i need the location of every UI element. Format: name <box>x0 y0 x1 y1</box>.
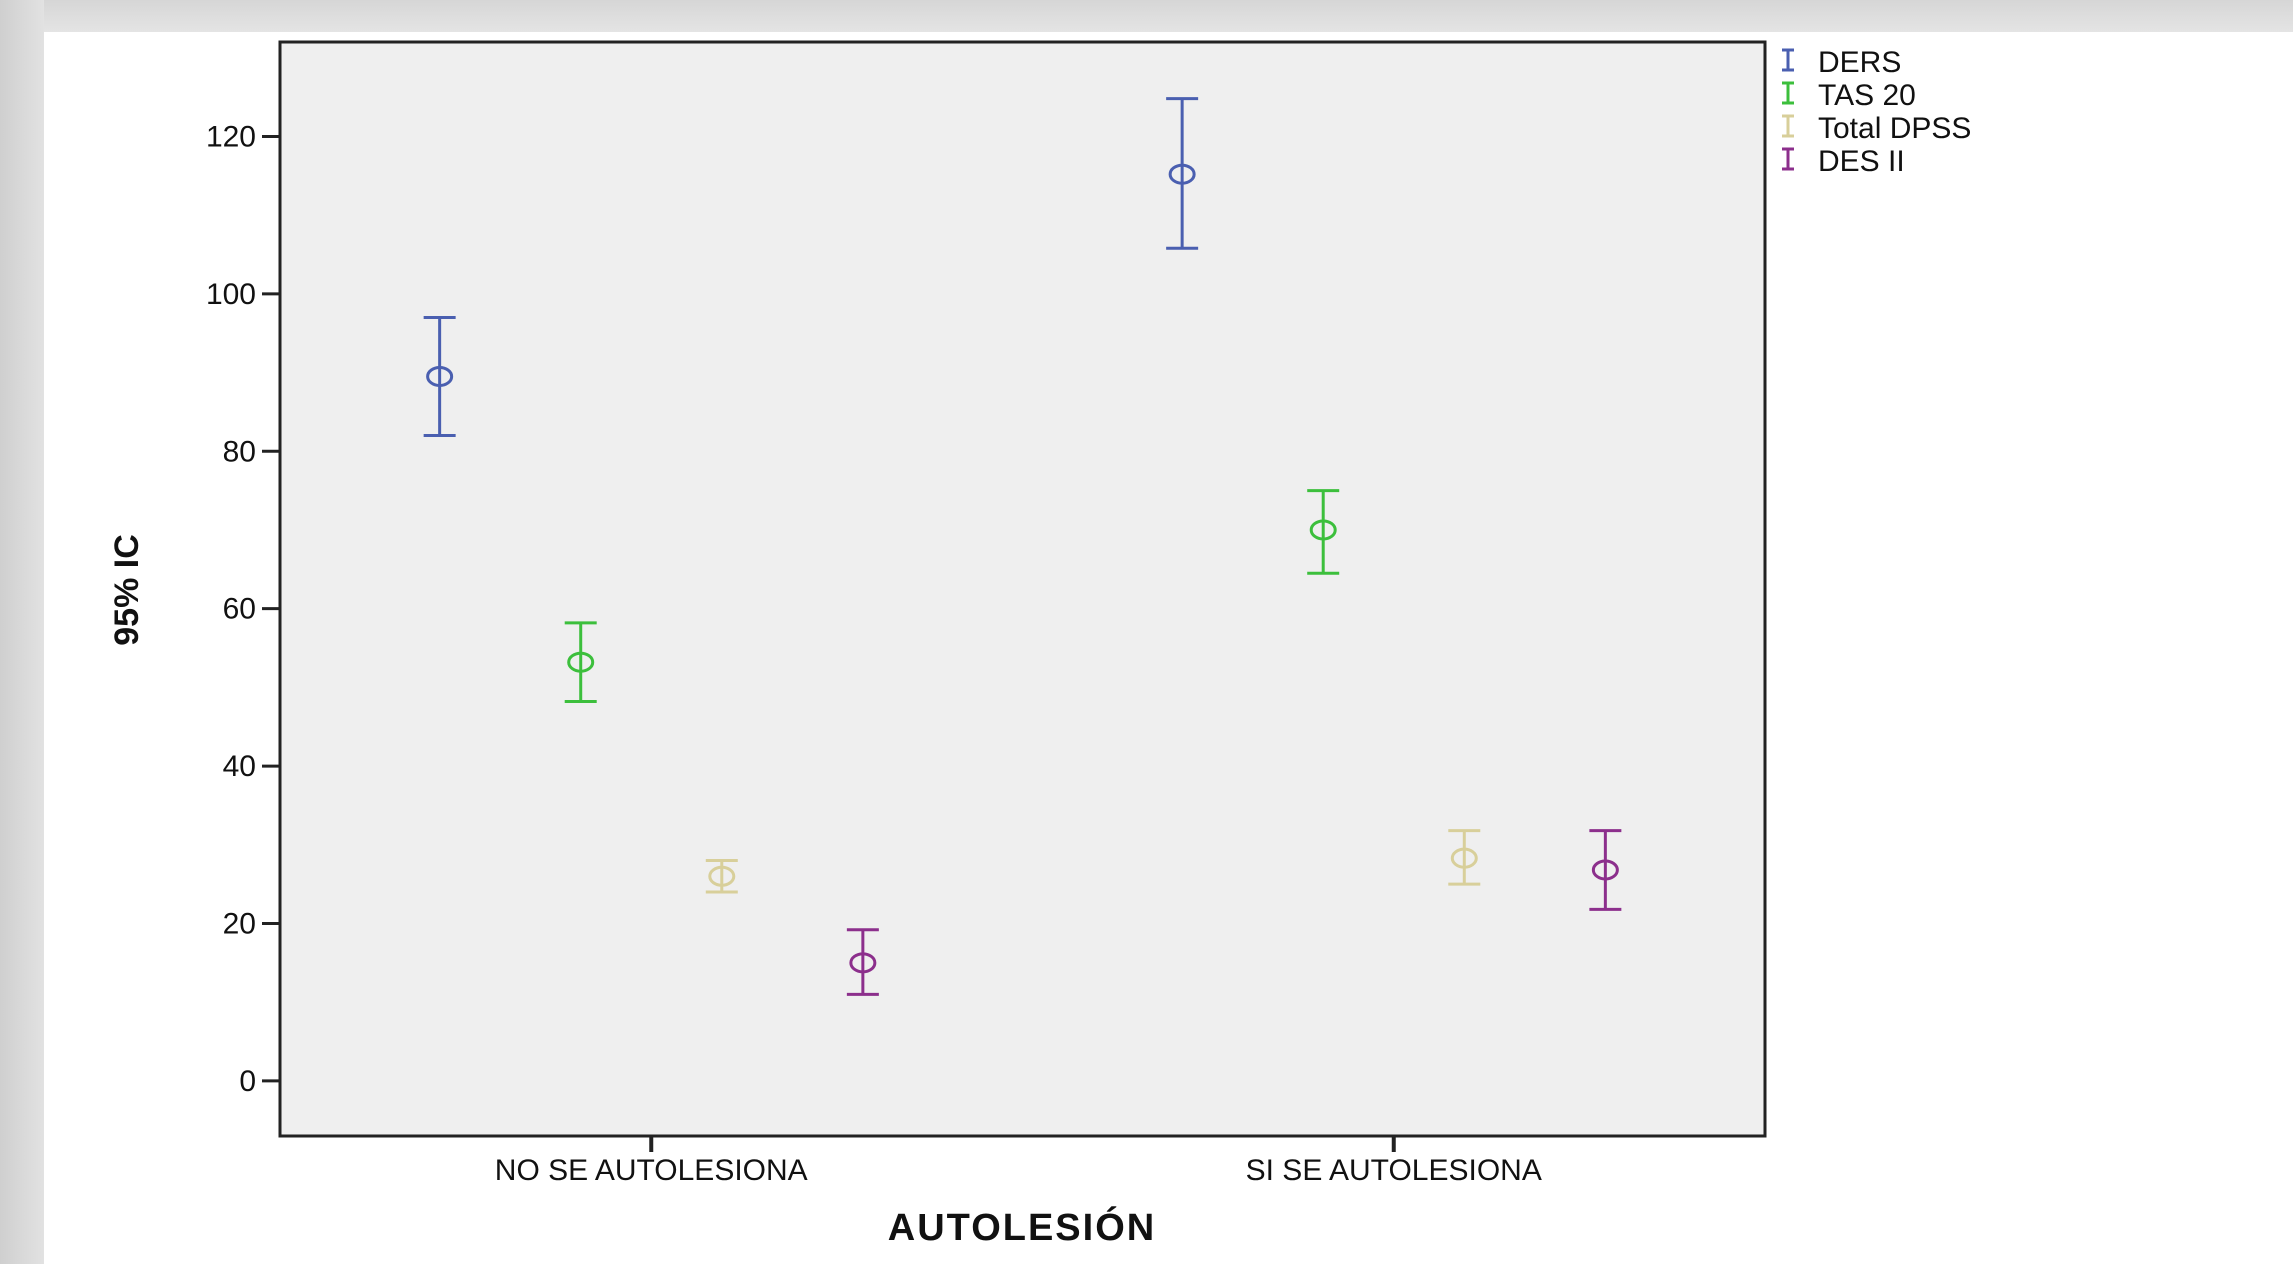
mean-marker <box>849 952 877 974</box>
legend-label: DERS <box>1818 46 1901 79</box>
error-bar <box>1307 489 1340 575</box>
error-bar <box>705 859 738 894</box>
mean-marker <box>708 865 736 887</box>
error-bar <box>564 621 597 704</box>
error-bars <box>423 97 1622 996</box>
plot-area <box>278 40 1767 1138</box>
y-tick-label: 80 <box>223 435 256 468</box>
mean-marker <box>1168 163 1196 185</box>
y-axis-label: 95% IC <box>108 534 146 646</box>
legend-label: TAS 20 <box>1818 79 1916 112</box>
error-bar <box>423 315 456 438</box>
y-tick-label: 40 <box>223 750 256 783</box>
y-tick-label: 100 <box>206 278 256 311</box>
y-axis: 0 20 40 60 80 100 120 <box>206 120 280 1098</box>
legend-label: DES II <box>1818 145 1905 178</box>
y-tick-label: 60 <box>223 593 256 626</box>
x-tick-label: SI SE AUTOLESIONA <box>1246 1154 1542 1187</box>
mean-marker <box>1591 859 1619 881</box>
y-tick-label: 120 <box>206 120 256 153</box>
legend-label: Total DPSS <box>1818 112 1971 145</box>
x-tick-label: NO SE AUTOLESIONA <box>495 1154 808 1187</box>
y-tick-label: 0 <box>239 1065 256 1098</box>
mean-marker <box>567 651 595 673</box>
x-axis-label: AUTOLESIÓN <box>888 1205 1156 1249</box>
error-bar <box>1589 829 1622 911</box>
mean-marker <box>1309 519 1337 541</box>
side-band <box>0 0 44 1264</box>
error-bar <box>846 928 879 996</box>
error-bar <box>1166 97 1199 250</box>
mean-marker <box>1450 847 1478 869</box>
x-axis: NO SE AUTOLESIONA SI SE AUTOLESIONA <box>495 1136 1542 1187</box>
y-tick-label: 20 <box>223 907 256 940</box>
error-bar <box>1448 829 1481 886</box>
mean-marker <box>426 365 454 387</box>
top-band <box>0 0 2293 32</box>
